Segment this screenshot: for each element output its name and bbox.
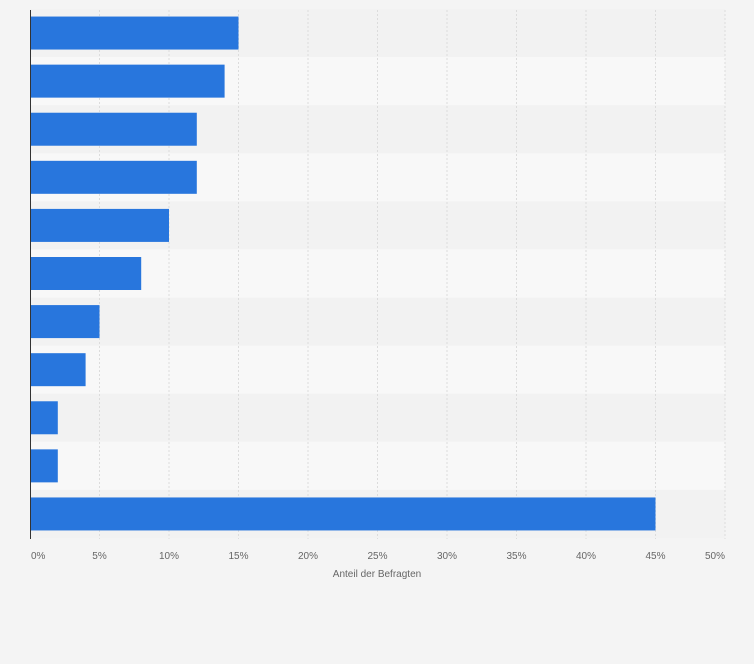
bar-3 [30,112,197,146]
row-band-10 [30,441,725,490]
x-tick-label-0: 0% [31,551,46,562]
bar-4 [30,160,197,194]
bar-5 [30,208,169,242]
bar-7 [30,305,100,339]
x-tick-label-35: 35% [506,551,526,562]
x-tick-label-15: 15% [228,551,248,562]
x-tick-label-25: 25% [367,551,387,562]
bar-8 [30,353,86,387]
bar-1 [30,16,239,50]
row-band-6 [30,249,725,298]
bar-2 [30,64,225,98]
x-tick-label-45: 45% [645,551,665,562]
x-tick-label-50: 50% [705,551,725,562]
x-tick-label-40: 40% [576,551,596,562]
x-tick-labels: 0% 5% 10% 15% 20% 25% 30% 35% 40% 45% 50% [31,551,725,562]
row-band-8 [30,345,725,394]
bar-11 [30,497,656,531]
x-tick-label-10: 10% [159,551,179,562]
bar-9 [30,401,58,435]
row-band-7 [30,297,725,346]
bars [30,16,656,531]
x-tick-label-30: 30% [437,551,457,562]
x-axis-label: Anteil der Befragten [333,569,421,580]
x-tick-label-5: 5% [92,551,107,562]
row-band-9 [30,393,725,442]
x-tick-label-20: 20% [298,551,318,562]
bar-6 [30,257,142,290]
bar-10 [30,449,58,483]
